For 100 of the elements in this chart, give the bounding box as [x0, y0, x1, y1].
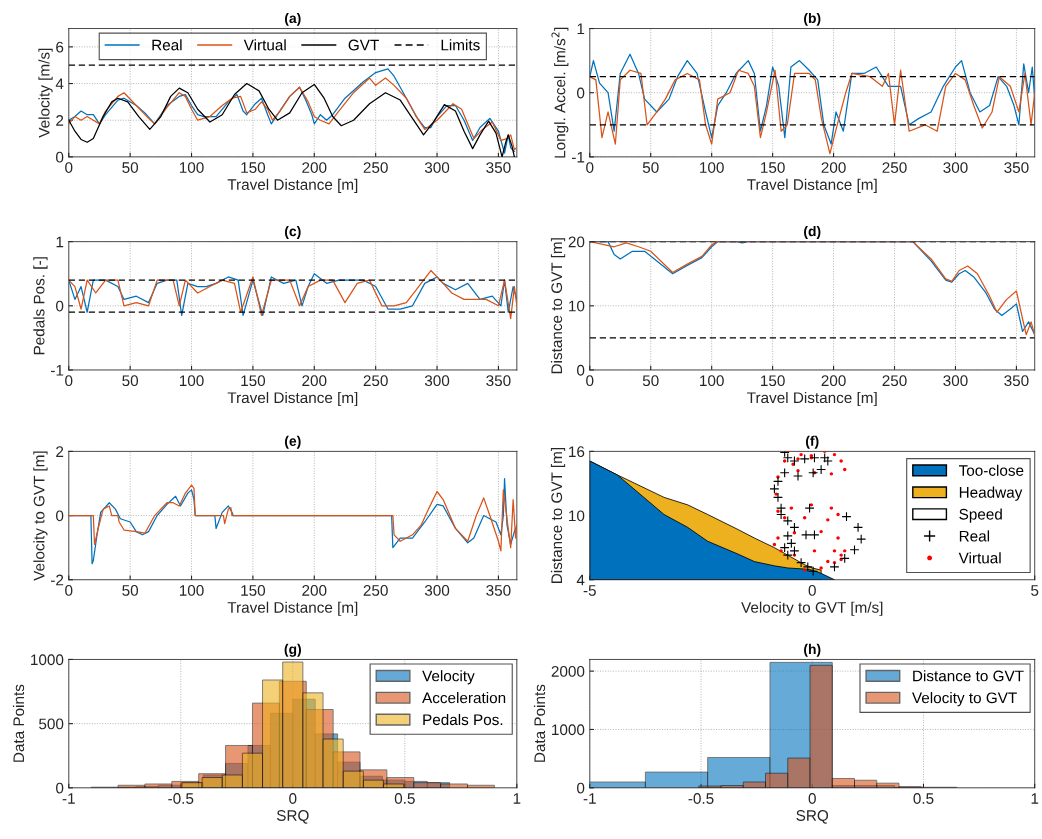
x-tick-label: 50 [122, 375, 139, 387]
x-tick-label: 50 [642, 162, 659, 173]
chart-title: (b) [804, 12, 821, 26]
legend-label: Speed [959, 508, 1002, 523]
y-tick-label: 1000 [31, 654, 64, 666]
legend-label: Acceleration [422, 692, 506, 704]
x-tick-label: 300 [424, 162, 450, 173]
x-tick-label: -0.5 [688, 793, 714, 804]
x-tick-label: 200 [302, 375, 327, 387]
y-tick-label: 0 [56, 300, 64, 312]
y-tick-label: 0 [56, 782, 64, 794]
x-tick-label: 250 [363, 585, 388, 596]
x-axis-title: Travel Distance [m] [227, 391, 358, 407]
x-tick-label: 1 [1031, 793, 1039, 804]
legend-label: Real [959, 530, 990, 542]
x-axis-title: SRQ [796, 810, 829, 824]
x-axis-title: Velocity to GVT [m/s] [741, 601, 883, 616]
x-tick-label: 0 [65, 585, 73, 596]
x-tick-label: 300 [943, 162, 968, 173]
legend-label: Pedals Pos. [423, 713, 503, 726]
y-axis-title: Data Points [12, 684, 25, 762]
y-tick-label: 1000 [552, 724, 585, 736]
x-tick-label: 0.5 [394, 793, 415, 804]
y-tick-label: 4 [55, 78, 64, 90]
y-tick-label: 2 [56, 446, 64, 457]
legend-label: Velocity [422, 670, 475, 685]
y-tick-label: 0 [56, 151, 64, 163]
x-tick-label: 200 [302, 162, 327, 173]
y-axis-title: Velocity [m/s] [38, 48, 53, 138]
y-axis-title: Distance to GVT [m] [550, 448, 566, 583]
x-tick-label: 250 [363, 375, 388, 387]
x-tick-label: 100 [700, 375, 724, 387]
y-tick-label: 6 [56, 41, 64, 53]
y-tick-label: 16 [569, 446, 585, 458]
chart-title: (c) [285, 226, 301, 239]
y-tick-label: -2 [51, 574, 64, 586]
y-tick-label: -1 [51, 365, 64, 376]
chart-title: (a) [285, 12, 301, 26]
x-tick-label: 350 [1004, 162, 1029, 173]
y-tick-label: -1 [572, 151, 585, 163]
x-tick-label: 300 [943, 375, 968, 387]
legend-label: Virtual [958, 552, 1001, 564]
x-tick-label: 0 [808, 793, 816, 804]
chart-title: (h) [804, 643, 821, 657]
x-tick-label: 100 [179, 585, 204, 596]
x-tick-label: 0 [65, 162, 73, 173]
y-axis-title: Data Points [533, 684, 546, 762]
y-tick-label: 10 [569, 300, 585, 312]
x-tick-label: -5 [583, 585, 596, 596]
legend-label: Limits [441, 39, 480, 51]
y-tick-label: 1 [577, 23, 585, 35]
y-tick-label: 0 [577, 782, 585, 794]
x-axis-title: Travel Distance [m] [227, 601, 358, 616]
x-tick-label: 300 [424, 375, 450, 387]
chart-title: (d) [804, 226, 821, 239]
x-axis-title: Travel Distance [m] [747, 178, 877, 194]
x-tick-label: 300 [424, 585, 450, 596]
y-tick-label: 0 [56, 510, 64, 522]
x-tick-label: 0.5 [913, 793, 934, 804]
y-tick-label: 0 [577, 364, 585, 376]
x-tick-label: -0.5 [168, 793, 194, 804]
x-tick-label: 250 [363, 162, 388, 173]
x-tick-label: 100 [179, 162, 204, 173]
x-tick-label: 150 [241, 585, 266, 596]
chart-title: (g) [284, 643, 301, 657]
x-axis-title: SRQ [276, 810, 309, 824]
x-tick-label: 0 [65, 375, 73, 387]
x-tick-label: 250 [882, 162, 907, 173]
y-axis-title: Pedals Pos. [-] [33, 257, 48, 355]
x-tick-label: 1 [513, 793, 521, 804]
x-axis-title: Travel Distance [m] [747, 391, 877, 407]
x-tick-label: 100 [179, 375, 204, 387]
y-tick-label: 0 [577, 87, 585, 99]
legend-label: Virtual [243, 39, 286, 51]
x-tick-label: 50 [122, 162, 139, 173]
y-axis-title: Distance to GVT [m] [550, 238, 566, 374]
x-tick-label: 150 [241, 162, 266, 173]
x-tick-label: 350 [1004, 375, 1029, 387]
x-tick-label: 350 [486, 162, 511, 173]
x-tick-label: 150 [761, 375, 785, 387]
x-tick-label: 0 [808, 585, 816, 596]
y-tick-label: 2000 [551, 665, 585, 677]
x-tick-label: 0 [586, 162, 594, 173]
chart-title: (f) [805, 435, 819, 449]
x-tick-label: 250 [882, 375, 907, 387]
legend-label: Headway [959, 486, 1023, 501]
y-tick-label: 2 [56, 115, 64, 126]
x-tick-label: 100 [700, 162, 724, 173]
x-tick-label: 50 [122, 585, 139, 596]
x-tick-label: 350 [486, 375, 511, 387]
x-tick-label: 0 [289, 793, 297, 804]
legend-label: Velocity to GVT [912, 692, 1017, 707]
y-axis-title: Velocity to GVT [m] [33, 451, 48, 581]
chart-title: (e) [285, 435, 301, 449]
x-tick-label: 50 [642, 375, 659, 387]
x-tick-label: 350 [486, 585, 511, 596]
x-tick-label: 5 [1031, 585, 1039, 596]
x-tick-label: 200 [821, 162, 846, 173]
x-axis-title: Travel Distance [m] [227, 178, 358, 194]
x-tick-label: 200 [302, 585, 327, 596]
